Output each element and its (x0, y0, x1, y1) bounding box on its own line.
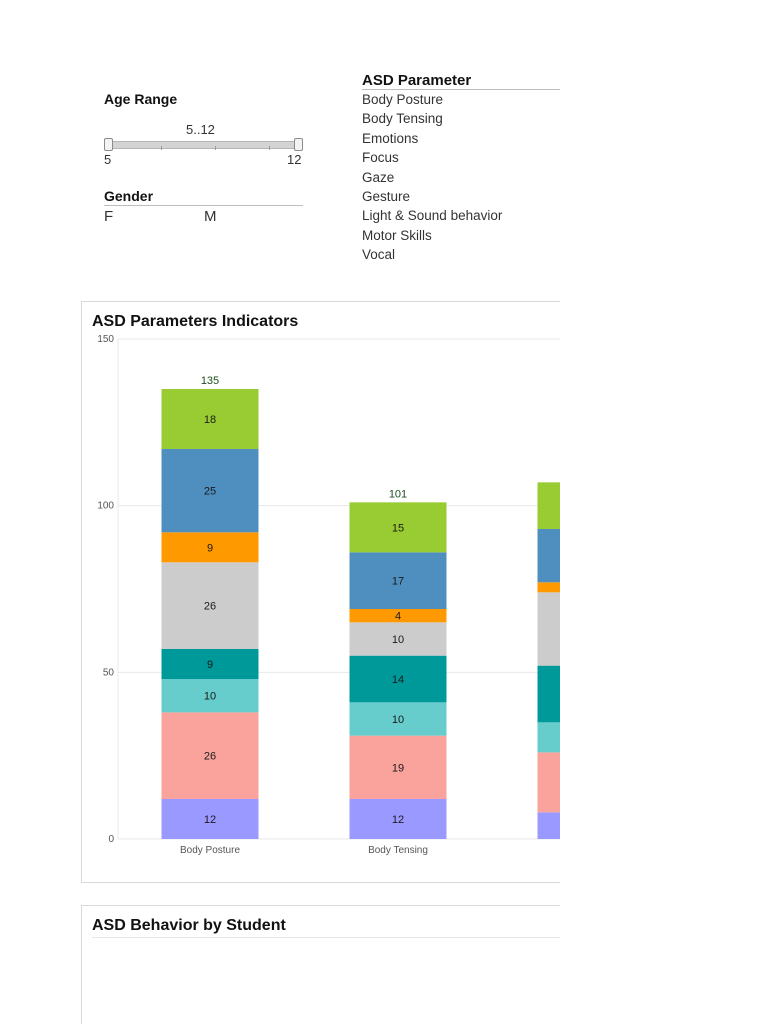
asd-parameter-item[interactable]: Motor Skills (362, 227, 432, 243)
y-tick-label: 150 (97, 334, 114, 345)
chart-title: ASD Parameters Indicators (92, 313, 299, 330)
bar-segment (349, 799, 447, 839)
age-range-max-handle[interactable] (294, 138, 303, 151)
bar-segment (537, 752, 560, 813)
age-range-slider-track[interactable] (106, 141, 301, 149)
bar-segment (349, 655, 447, 703)
asd-parameter-item[interactable]: Vocal (362, 247, 396, 263)
bar-segment (161, 712, 259, 799)
bar-segment-label: 10 (204, 691, 216, 703)
gender-option-m[interactable]: M (204, 208, 217, 225)
bar-segment-label: 14 (392, 674, 404, 686)
bar-segment-label: 15 (392, 522, 404, 534)
y-tick-label: 100 (97, 501, 114, 512)
bar-segment (537, 812, 560, 839)
bar-segment (349, 702, 447, 736)
asd-parameter-item[interactable]: Gaze (362, 169, 395, 185)
slider-tick (161, 146, 162, 150)
bar-total-label: 101 (389, 488, 407, 500)
bar-segment-label: 9 (207, 542, 213, 554)
bar-segment-label: 18 (204, 414, 216, 426)
behavior-panel-title: ASD Behavior by Student (92, 917, 286, 934)
bar-segment-label: 19 (392, 762, 404, 774)
age-range-max-label: 12 (287, 152, 302, 167)
bar-segment-label: 25 (204, 486, 216, 498)
x-tick-label: Body Posture (180, 845, 240, 856)
bar-segment (161, 449, 259, 533)
y-tick-label: 0 (108, 834, 114, 845)
bar-segment-label: 26 (204, 601, 216, 613)
bar-segment-label: 4 (395, 611, 401, 623)
slider-tick (215, 146, 216, 150)
bar-segment (349, 622, 447, 656)
bar-segment (537, 529, 560, 583)
bar-segment (161, 562, 259, 649)
asd-parameter-item[interactable]: Emotions (362, 130, 419, 146)
asd-parameter-item[interactable]: Focus (362, 150, 399, 166)
age-range-min-handle[interactable] (104, 138, 113, 151)
asd-parameter-divider (362, 89, 560, 90)
asd-parameter-title: ASD Parameter (362, 72, 472, 89)
bar-segment-label: 12 (392, 814, 404, 826)
bar-segment-label: 26 (204, 751, 216, 763)
stacked-bar-chart: 0 50 100 150 12 26 10 9 26 9 25 18 135 Body Posture 12… (97, 334, 560, 856)
bar-segment (537, 722, 560, 753)
bar-segment (349, 609, 447, 623)
bar-segment (161, 532, 259, 563)
bar-segment (161, 389, 259, 449)
bar-segment (537, 665, 560, 723)
bar-segment (161, 649, 259, 679)
bar-segment (349, 502, 447, 553)
gender-divider (104, 205, 303, 206)
bar-segment (537, 482, 560, 529)
x-tick-label: Body Tensing (368, 845, 428, 856)
gender-option-f[interactable]: F (104, 208, 114, 225)
asd-parameter-list: Body Posture Body Tensing Emotions Focus… (362, 90, 502, 265)
bar-segment (537, 592, 560, 666)
age-range-value: 5..12 (186, 122, 215, 137)
bar-segment (537, 582, 560, 593)
bar-segment-label: 12 (204, 814, 216, 826)
asd-parameter-item[interactable]: Light & Sound behavior (362, 208, 503, 224)
bar-segment (349, 735, 447, 799)
bar-total-label: 135 (201, 375, 219, 387)
bar-segment (161, 679, 259, 713)
asd-behavior-by-student-panel: ASD Behavior by Student (81, 905, 560, 1024)
bar-segment-label: 10 (392, 634, 404, 646)
bar-segment (161, 799, 259, 839)
dashboard: Age Range 5..12 5 12 Gender F M ASD Para… (81, 72, 560, 1024)
bar-segment (349, 552, 447, 609)
y-tick-label: 50 (103, 667, 115, 678)
asd-parameters-indicators-panel: 0 50 100 150 12 26 10 9 26 9 25 18 135 Body Posture 12… (81, 301, 560, 883)
age-range-title: Age Range (104, 91, 178, 107)
asd-parameter-item[interactable]: Body Tensing (362, 111, 443, 127)
asd-parameter-item[interactable]: Body Posture (362, 92, 444, 107)
bar-segment-label: 9 (207, 659, 213, 671)
bar-segment-label: 17 (392, 576, 404, 588)
bar-segment-label: 10 (392, 714, 404, 726)
asd-parameter-item[interactable]: Gesture (362, 188, 411, 204)
slider-tick (269, 146, 270, 150)
gender-title: Gender (104, 188, 154, 204)
behavior-panel-divider (92, 937, 560, 938)
age-range-min-label: 5 (104, 152, 112, 167)
